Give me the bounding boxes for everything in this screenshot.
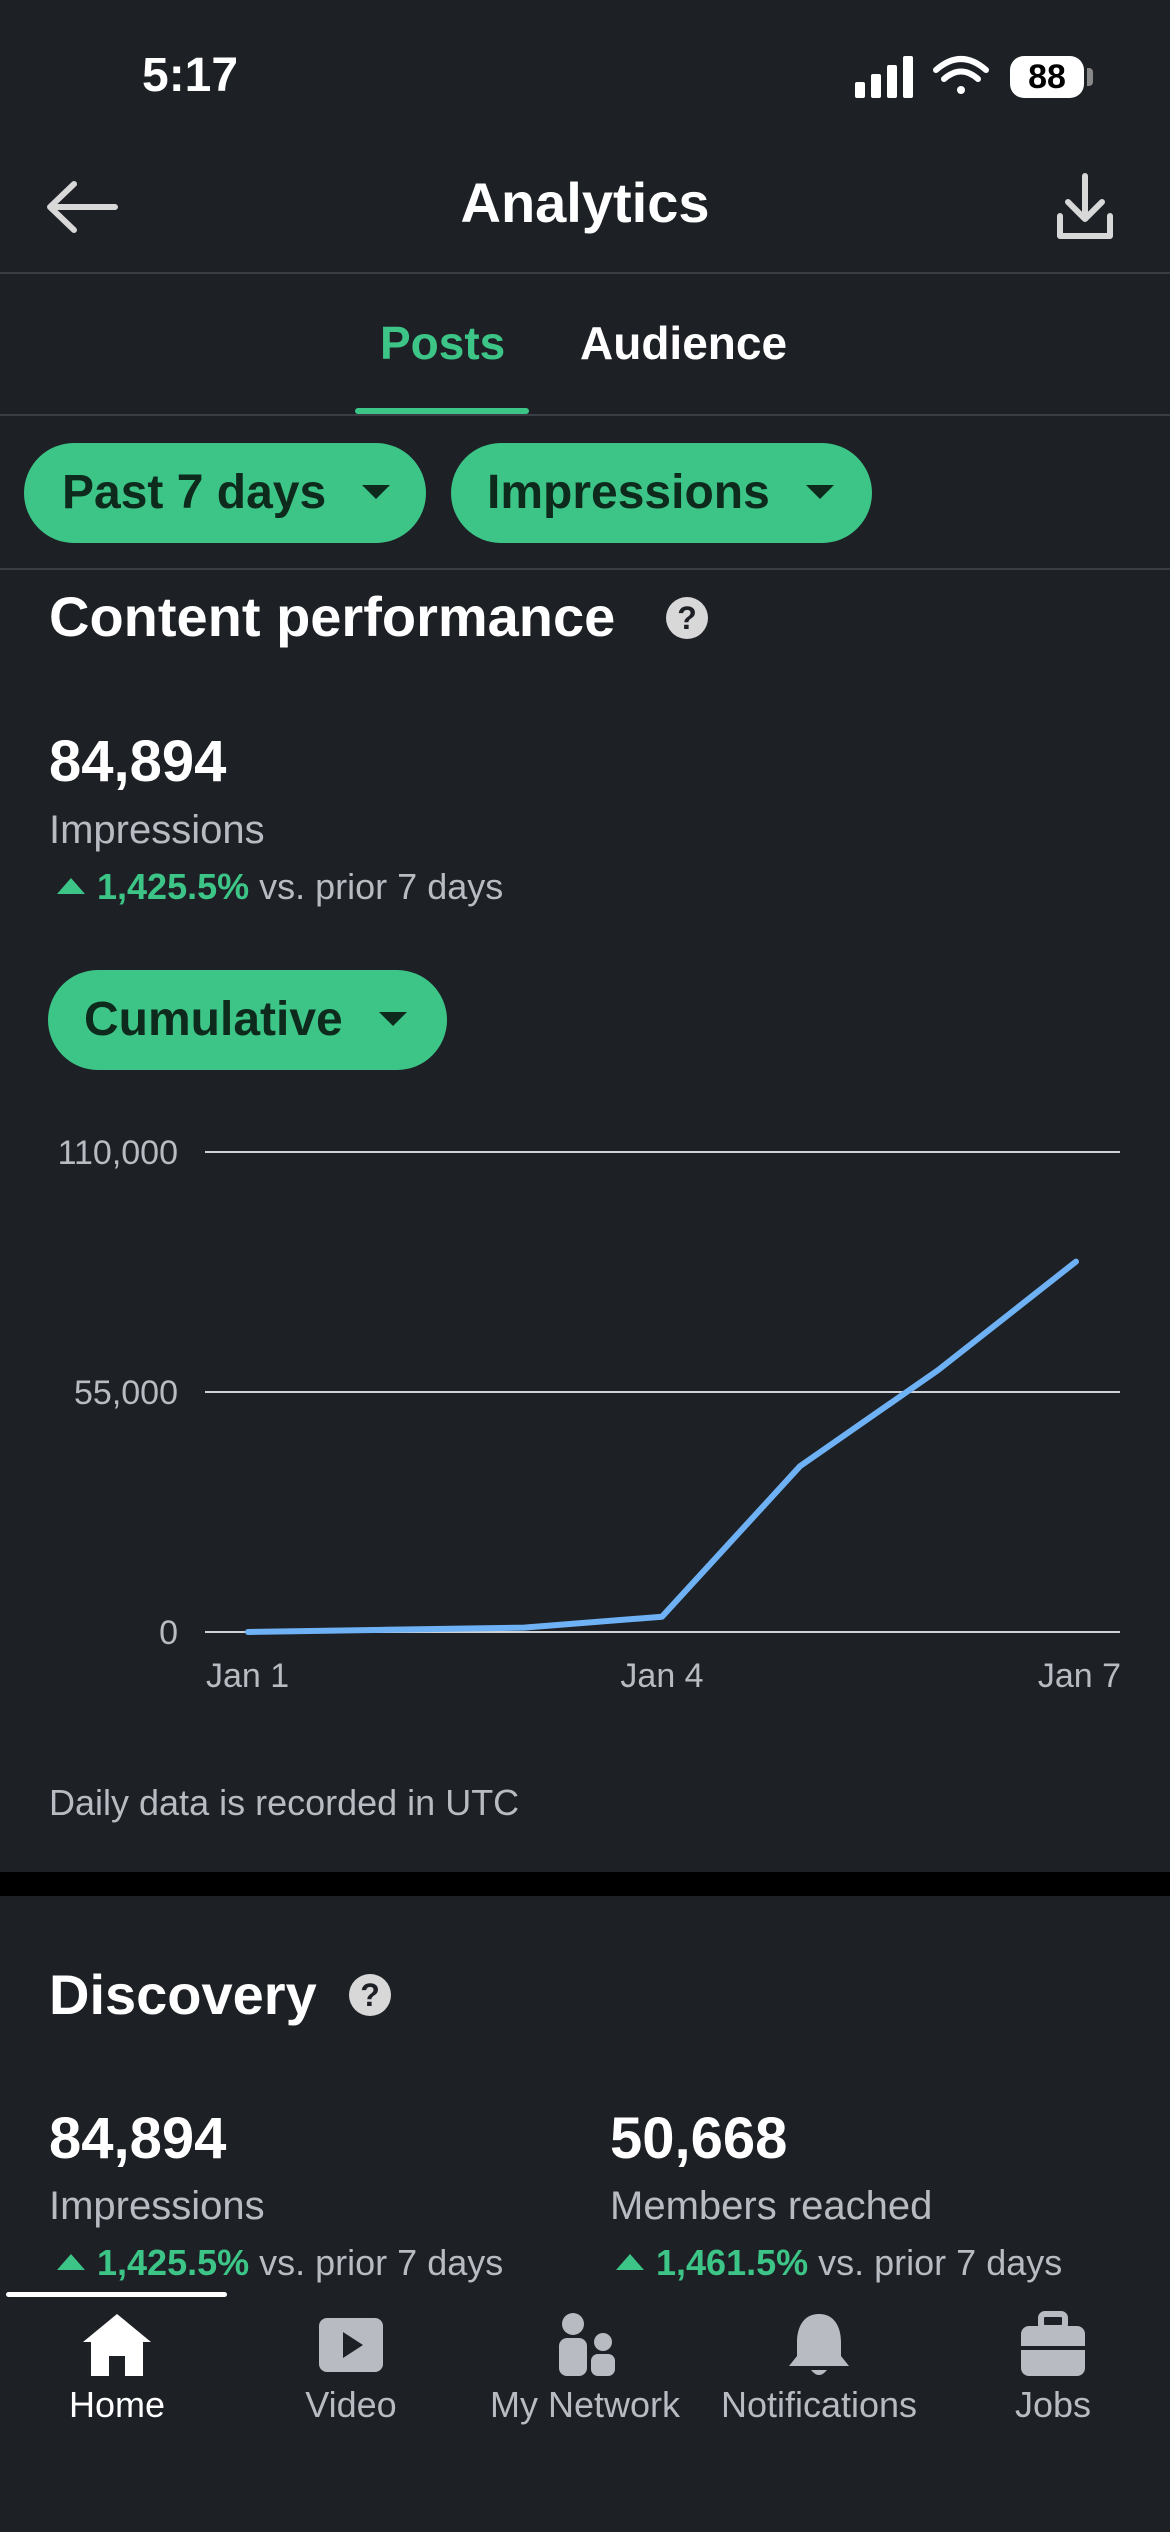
change-percent: 1,425.5% xyxy=(97,866,250,907)
status-time: 5:17 xyxy=(142,49,239,102)
battery-icon: 88 xyxy=(1010,56,1084,98)
impressions-value: 84,894 xyxy=(49,729,227,794)
active-nav-indicator xyxy=(6,2292,227,2297)
bottom-nav xyxy=(0,2288,1170,2532)
y-tick-label: 110,000 xyxy=(58,1134,178,1172)
y-tick-label: 55,000 xyxy=(74,1374,178,1412)
nav-home[interactable]: Home xyxy=(0,2310,234,2426)
discovery-impressions-label: Impressions xyxy=(49,2184,265,2228)
content-performance-title: Content performance xyxy=(49,585,616,648)
nav-my-network-label: My Network xyxy=(489,2384,681,2425)
discovery-impressions-value: 84,894 xyxy=(49,2106,227,2171)
members-reached-change: 1,461.5% vs. prior 7 days xyxy=(616,2242,1062,2284)
wifi-icon xyxy=(933,56,989,94)
nav-home-label: Home xyxy=(68,2384,166,2425)
members-reached-label: Members reached xyxy=(610,2184,933,2228)
impressions-change: 1,425.5% vs. prior 7 days xyxy=(57,866,503,908)
nav-jobs[interactable]: Jobs xyxy=(936,2310,1170,2426)
trend-up-icon xyxy=(57,878,85,895)
impressions-series-line xyxy=(245,1258,1079,1635)
change-suffix: vs. prior 7 days xyxy=(259,866,504,907)
caret-down-icon xyxy=(362,485,391,500)
tab-audience[interactable]: Audience xyxy=(580,317,788,369)
impressions-line-chart: 110,000 55,000 0 Jan 1 Jan 4 Jan 7 xyxy=(58,1134,1121,1695)
x-tick-label: Jan 7 xyxy=(1038,1657,1121,1695)
home-icon xyxy=(83,2314,151,2376)
active-tab-indicator xyxy=(355,408,529,414)
download-icon[interactable] xyxy=(1040,170,1130,250)
metric-dropdown[interactable]: Impressions xyxy=(451,443,872,543)
change-percent: 1,461.5% xyxy=(656,2242,809,2283)
members-reached-value: 50,668 xyxy=(610,2106,788,2171)
tabs-divider xyxy=(0,414,1170,416)
date-range-label: Past 7 days xyxy=(62,466,327,519)
x-tick-label: Jan 4 xyxy=(620,1657,703,1695)
metric-label: Impressions xyxy=(487,466,770,519)
caret-down-icon xyxy=(805,485,834,500)
trend-up-icon xyxy=(57,2254,85,2271)
discovery-impressions-change: 1,425.5% vs. prior 7 days xyxy=(57,2242,503,2284)
nav-video[interactable]: Video xyxy=(234,2310,468,2426)
video-icon xyxy=(319,2318,383,2372)
nav-video-label: Video xyxy=(305,2384,397,2425)
nav-jobs-label: Jobs xyxy=(1014,2384,1092,2425)
trend-up-icon xyxy=(616,2254,644,2271)
y-tick-label: 0 xyxy=(159,1614,178,1652)
header-divider xyxy=(0,272,1170,274)
cumulative-dropdown[interactable]: Cumulative xyxy=(48,970,447,1070)
discovery-title: Discovery xyxy=(49,1963,317,2026)
change-percent: 1,425.5% xyxy=(97,2242,250,2283)
change-suffix: vs. prior 7 days xyxy=(259,2242,504,2283)
nav-my-network[interactable]: My Network xyxy=(468,2310,702,2426)
signal-wifi-icons xyxy=(855,56,989,98)
date-range-dropdown[interactable]: Past 7 days xyxy=(24,443,426,543)
nav-notifications-label: Notifications xyxy=(720,2384,918,2425)
section-separator xyxy=(0,1872,1170,1896)
caret-down-icon xyxy=(378,1012,407,1027)
help-icon[interactable]: ? xyxy=(666,597,708,639)
impressions-label: Impressions xyxy=(49,808,265,852)
page-title: Analytics xyxy=(460,171,710,234)
tab-posts[interactable]: Posts xyxy=(380,317,506,369)
cumulative-label: Cumulative xyxy=(84,993,343,1046)
nav-notifications[interactable]: Notifications xyxy=(702,2310,936,2426)
x-tick-label: Jan 1 xyxy=(206,1657,289,1695)
back-arrow-icon[interactable] xyxy=(40,172,130,242)
utc-footnote: Daily data is recorded in UTC xyxy=(49,1782,520,1823)
bell-icon xyxy=(789,2314,849,2375)
battery-nub xyxy=(1087,68,1093,86)
briefcase-icon xyxy=(1021,2311,1085,2376)
filters-divider xyxy=(0,568,1170,570)
signal-icon xyxy=(855,56,913,98)
network-icon xyxy=(559,2313,615,2376)
help-icon[interactable]: ? xyxy=(349,1974,391,2016)
change-suffix: vs. prior 7 days xyxy=(818,2242,1063,2283)
